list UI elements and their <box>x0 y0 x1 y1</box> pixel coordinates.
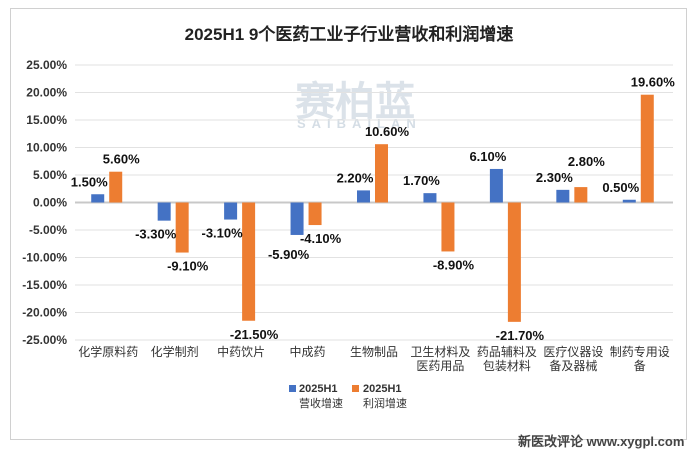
data-label-revenue: 2.30% <box>536 170 573 185</box>
y-tick-label: 20.00% <box>26 86 67 100</box>
legend-label-profit-2: 利润增速 <box>363 396 407 410</box>
category-label: 化学制剂 <box>151 344 199 359</box>
watermark-logo: 赛柏蓝 <box>295 80 415 124</box>
data-label-revenue: 1.50% <box>71 174 108 189</box>
legend-label-revenue-2: 营收增速 <box>299 396 343 410</box>
y-tick-label: -15.00% <box>22 278 67 292</box>
y-tick-label: 15.00% <box>26 113 67 127</box>
y-tick-label: -20.00% <box>22 306 67 320</box>
bar-profit <box>640 94 654 203</box>
data-label-profit: 10.60% <box>365 124 410 139</box>
data-label-profit: -21.50% <box>230 327 279 342</box>
y-tick-label: 10.00% <box>26 141 67 155</box>
category-label: 中成药 <box>290 344 326 359</box>
y-tick-label: -25.00% <box>22 333 67 347</box>
legend-swatch-revenue <box>289 385 296 392</box>
y-tick-label: 5.00% <box>33 168 67 182</box>
bar-profit <box>507 202 521 322</box>
bar-profit <box>574 187 588 203</box>
chart-title: 2025H1 9个医药工业子行业营收和利润增速 <box>185 24 514 44</box>
bar-profit <box>175 202 189 253</box>
bar-revenue <box>91 194 105 203</box>
chart-frame <box>10 8 687 440</box>
legend-swatch-profit <box>352 385 359 392</box>
category-label: 生物制品 <box>350 345 398 359</box>
legend-label-revenue-1: 2025H1 <box>299 383 338 395</box>
data-label-revenue: -3.10% <box>202 226 244 241</box>
data-label-profit: -8.90% <box>433 257 475 272</box>
data-label-revenue: -3.30% <box>135 227 177 242</box>
bar-profit <box>109 171 123 203</box>
data-label-revenue: -5.90% <box>268 247 310 262</box>
data-label-revenue: 2.20% <box>337 170 374 185</box>
category-label: 卫生材料及医药用品 <box>410 345 470 373</box>
category-label: 中药饮片 <box>217 344 265 359</box>
data-label-revenue: 1.70% <box>403 173 440 188</box>
data-label-profit: 19.60% <box>631 75 676 90</box>
bar-revenue <box>489 168 503 203</box>
bar-revenue <box>556 189 570 203</box>
bar-revenue <box>622 199 636 203</box>
y-tick-label: 0.00% <box>33 196 67 210</box>
data-label-revenue: 6.10% <box>469 149 506 164</box>
data-label-profit: -9.10% <box>167 259 209 274</box>
bar-profit <box>308 202 322 226</box>
bar-profit <box>375 144 388 203</box>
bar-profit <box>242 202 256 321</box>
y-tick-label: -10.00% <box>22 251 67 265</box>
bar-profit <box>441 202 455 252</box>
category-label: 药品辅料及包装材料 <box>477 345 537 373</box>
y-tick-label: 25.00% <box>26 58 67 72</box>
y-tick-label: -5.00% <box>29 223 67 237</box>
category-label: 化学原料药 <box>78 344 138 359</box>
data-label-profit: 2.80% <box>568 154 605 169</box>
bar-revenue <box>423 193 437 203</box>
bar-revenue <box>357 190 370 203</box>
bar-revenue <box>290 202 304 235</box>
data-label-profit: -4.10% <box>300 231 342 246</box>
legend-label-profit-1: 2025H1 <box>363 383 402 395</box>
bar-revenue <box>157 202 171 221</box>
data-label-profit: 5.60% <box>103 152 140 167</box>
data-label-profit: -21.70% <box>496 328 545 343</box>
legend: 2025H1 营收增速 2025H1 利润增速 <box>289 383 407 410</box>
data-label-revenue: 0.50% <box>602 180 639 195</box>
category-label: 制药专用设备 <box>610 344 670 373</box>
category-label: 医疗仪器设备及器械 <box>543 345 603 373</box>
footer-source: 新医改评论 www.xygpl.com <box>518 434 684 449</box>
bar-revenue <box>224 202 238 220</box>
